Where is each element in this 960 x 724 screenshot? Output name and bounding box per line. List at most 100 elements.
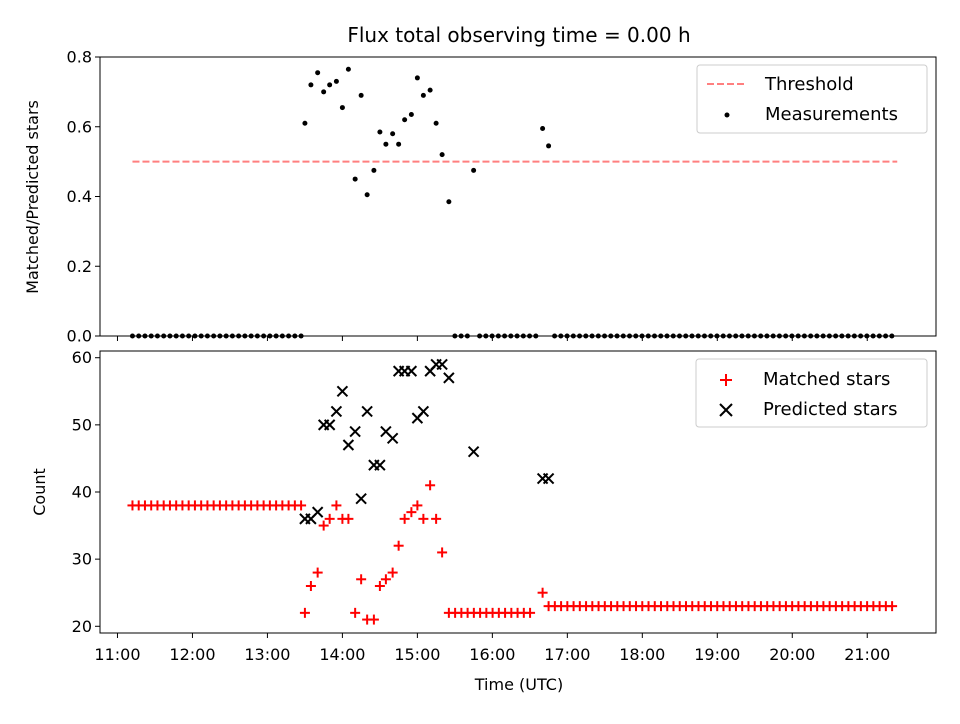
measurement-point [327,82,333,88]
y-tick-label: 20 [72,617,92,636]
measurement-point [540,125,546,131]
measurement-point [377,129,383,135]
matched-star-point [318,520,329,531]
measurement-point [315,70,321,76]
y-tick-label: 60 [72,348,92,367]
predicted-legend-label: Predicted stars [763,399,897,420]
predicted-star-point [323,419,336,431]
matched-legend-swatch [720,374,732,386]
measurement-point [345,66,351,72]
predicted-star-point [405,365,418,377]
measurement-point [396,141,402,147]
matched-star-point [537,587,548,598]
matched-legend-label: Matched stars [763,369,890,390]
ratio-panel: 0.00.20.40.60.8 Matched/Predicted stars … [23,48,937,346]
predicted-star-point [443,372,455,384]
count-legend: Matched stars Predicted stars [695,358,928,428]
predicted-legend-swatch [719,403,733,417]
threshold-legend-label: Threshold [764,74,854,95]
y-tick-label: 0.2 [67,257,92,276]
matched-star-point [299,607,310,618]
matched-star-point [350,607,361,618]
measurement-point [402,117,408,123]
predicted-star-point [417,405,430,418]
matched-star-point [356,574,367,585]
ratio-y-axis-label: Matched/Predicted stars [23,100,42,294]
y-tick-label: 30 [72,550,92,569]
matched-star-point [418,513,429,524]
y-tick-label: 40 [72,483,92,502]
matched-star-point [887,601,898,612]
measurement-point [408,112,414,118]
predicted-star-point [374,459,386,471]
measurement-point [446,199,452,205]
x-tick-label: 15:00 [394,645,440,664]
matched-star-point [393,540,404,551]
x-tick-label: 19:00 [694,645,740,664]
measurement-point [383,141,389,147]
predicted-star-point [386,432,399,444]
x-axis-label: Time (UTC) [474,675,563,694]
measurement-point [433,120,439,126]
matched-star-point [425,480,436,491]
measurement-point [364,192,370,198]
measurement-point [427,87,433,93]
y-tick-label: 0.6 [67,117,92,136]
matched-star-point [399,513,410,524]
matched-star-point [296,500,307,511]
x-tick-label: 20:00 [769,645,815,664]
x-tick-label: 17:00 [544,645,590,664]
predicted-star-point [336,385,349,397]
predicted-star-point [311,506,324,518]
measurement-point [414,75,420,81]
matched-star-point [305,581,316,591]
x-tick-label: 14:00 [319,645,365,664]
measurement-point [339,105,345,111]
x-tick-label: 11:00 [94,645,140,664]
predicted-star-point [542,472,555,485]
predicted-star-point [330,405,343,418]
measurement-point [439,152,445,158]
measurement-point [308,82,314,88]
predicted-star-point [342,439,355,451]
matched-star-point [525,607,536,618]
x-tick-label: 21:00 [844,645,890,664]
predicted-star-point [361,405,373,418]
matched-star-point [331,500,342,511]
y-tick-label: 0.8 [67,48,92,67]
matched-star-point [387,567,398,578]
predicted-star-point [355,493,367,505]
ratio-legend: Threshold Measurements [696,64,928,134]
measurements-legend-swatch [724,112,730,118]
chart-title: Flux total observing time = 0.00 h [347,23,690,47]
matched-star-point [431,513,442,524]
y-tick-label: 50 [72,415,92,434]
matched-star-point [312,567,323,578]
matched-star-point [406,507,417,518]
x-tick-label: 16:00 [469,645,515,664]
matched-star-point [324,513,335,524]
measurements-legend-label: Measurements [765,104,898,125]
matched-star-point [368,614,379,625]
predicted-star-point [436,358,448,371]
predicted-star-point [349,425,361,438]
matched-star-point [343,513,354,524]
measurement-point [333,78,339,84]
measurement-point [302,120,308,126]
measurement-point [352,176,358,182]
count-y-axis-label: Count [30,468,49,516]
x-tick-label: 12:00 [169,645,215,664]
measurement-point [321,89,327,95]
count-panel: 20 30 40 50 60 11:00 12:00 13:00 14:00 15:00 16:0… [30,348,937,694]
y-tick-label: 0.0 [67,327,92,346]
predicted-star-point [467,446,480,458]
x-tick-label: 18:00 [619,645,665,664]
measurement-point [471,167,477,173]
matched-star-point [374,581,385,591]
measurement-point [371,167,377,173]
measurement-point [390,131,396,137]
matched-star-point [437,547,448,558]
matched-star-point [412,500,423,511]
measurement-point [358,92,364,98]
